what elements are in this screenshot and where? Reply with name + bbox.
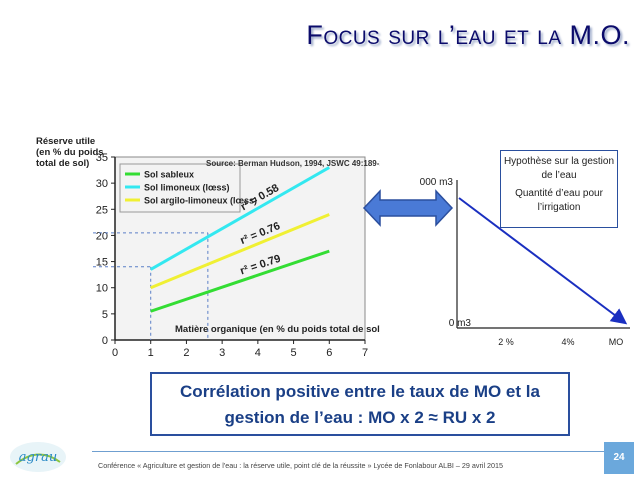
- x-tick-label: 0: [112, 347, 118, 359]
- y-axis-label: (en % du poids: [36, 147, 104, 158]
- x-tick-label: 3: [219, 347, 225, 359]
- chart-legend: Sol sableux Sol limoneux (lœss) Sol argilo…: [119, 163, 257, 213]
- y-tick-label: 25: [96, 204, 108, 216]
- logo-text: agrau: [19, 450, 57, 465]
- logo-icon: agrau: [10, 442, 66, 472]
- page-number: 24: [604, 442, 634, 474]
- x-axis-label: Matière organique (en % du poids total d…: [175, 324, 380, 335]
- irrigation-hypothesis-chart: 3000 m3 0 m3 2 % 4% MO: [414, 177, 630, 347]
- hypothesis-box: Hypothèse sur la gestion de l’eau Quanti…: [500, 150, 618, 228]
- x-tick-label: 5: [291, 347, 297, 359]
- y-tick-label: 10: [96, 283, 108, 295]
- slide-title: Focus sur l’eau et la M.O.: [306, 20, 630, 50]
- x-tick-label: 2: [183, 347, 189, 359]
- y-tick-label: 20: [96, 230, 108, 242]
- x-tick-label: 1: [148, 347, 154, 359]
- x-tick-label: 7: [362, 347, 368, 359]
- footer: agrau Conférence « Agriculture et gestio…: [0, 440, 638, 479]
- y-tick-label: 30: [96, 178, 108, 190]
- scatter-chart-panel: 0 5 10 15 20 25 30 35 0 1 2 3 4 5 6 7 r² = 0.79 r² = 0.5…: [30, 120, 380, 360]
- legend-label: Sol argilo-limoneux (lœss): [144, 196, 257, 206]
- conclusion-box: Corrélation positive entre le taux de MO…: [150, 372, 570, 436]
- irrigation-line: [458, 197, 628, 325]
- right-y-tick-label: 0 m3: [449, 318, 472, 329]
- hypothesis-line-1: Hypothèse sur la gestion de l’eau: [503, 156, 615, 181]
- legend-label: Sol sableux: [144, 170, 194, 180]
- y-tick-label: 0: [102, 335, 108, 347]
- double-arrow: [362, 188, 454, 228]
- series-line: [150, 213, 330, 290]
- legend-label: Sol limoneux (lœss): [144, 183, 230, 193]
- y-tick-label: 15: [96, 257, 108, 269]
- right-x-tick-label: 4%: [561, 337, 574, 347]
- double-arrow-icon: [362, 189, 454, 227]
- x-tick-label: 4: [255, 347, 261, 359]
- conclusion-line-1: Corrélation positive entre le taux de MO…: [180, 382, 540, 401]
- right-x-tick-label: MO: [609, 337, 624, 347]
- series-line: [149, 166, 331, 271]
- y-tick-label: 5: [102, 309, 108, 321]
- chart-axes: 0 5 10 15 20 25 30 35 0 1 2 3 4 5 6 7: [96, 152, 368, 359]
- y-axis-label: total de sol): [36, 158, 89, 169]
- right-y-tick-label: 3000 m3: [420, 177, 453, 188]
- reference-lines: [93, 232, 209, 340]
- series-line: [150, 249, 330, 313]
- irrigation-chart-panel: 3000 m3 0 m3 2 % 4% MO: [414, 145, 638, 355]
- conclusion-line-2: gestion de l’eau : MO x 2 ≈ RU x 2: [224, 408, 496, 427]
- y-axis-label: Réserve utile: [36, 136, 95, 147]
- chart-source: Source: Berman Hudson, 1994, JSWC 49:189…: [206, 159, 380, 168]
- hypothesis-line-2: Quantité d’eau pour l’irrigation: [515, 188, 603, 213]
- x-tick-label: 6: [326, 347, 332, 359]
- footer-divider: [92, 451, 628, 452]
- footer-text: Conférence « Agriculture et gestion de l…: [98, 461, 504, 470]
- right-x-tick-label: 2 %: [498, 337, 514, 347]
- agrau-logo: agrau: [8, 440, 68, 474]
- y-tick-label: 35: [96, 152, 108, 164]
